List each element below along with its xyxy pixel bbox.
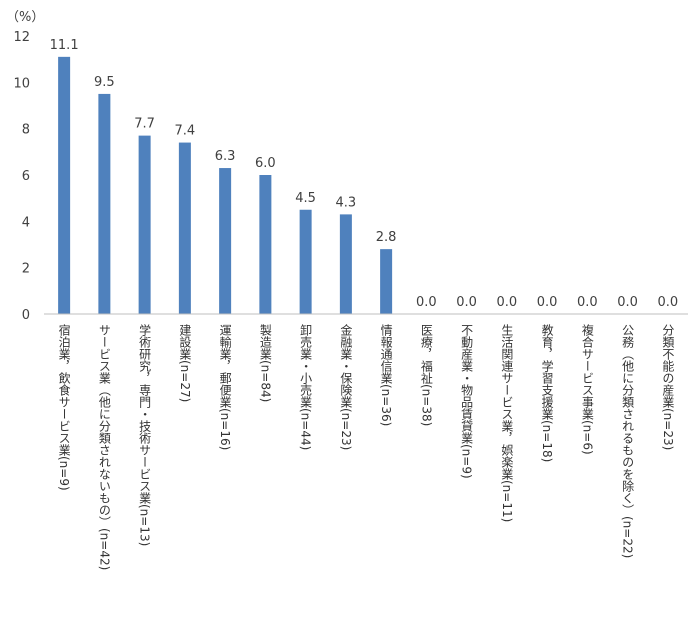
bar xyxy=(178,142,191,314)
y-tick-label: 10 xyxy=(13,76,30,91)
data-label: 6.0 xyxy=(255,156,276,171)
data-label: 4.5 xyxy=(295,191,316,206)
category-label: サービス業（他に分類されないもの）(n=42) xyxy=(97,324,112,571)
bar xyxy=(138,135,151,314)
category-label: 建設業(n=27) xyxy=(177,324,192,403)
category-label: 情報通信業(n=36) xyxy=(379,324,394,427)
bar xyxy=(380,249,393,314)
data-label: 0.0 xyxy=(456,295,477,310)
y-axis-unit-label: （%） xyxy=(6,10,45,25)
data-label: 0.0 xyxy=(497,295,518,310)
category-label: 金融業・保険業(n=23) xyxy=(338,324,353,451)
category-label: 不動産業・物品賃貸業(n=9) xyxy=(459,324,474,479)
bar xyxy=(58,56,71,314)
data-label: 0.0 xyxy=(416,295,437,310)
data-label: 7.7 xyxy=(134,117,155,132)
y-tick-label: 2 xyxy=(22,262,30,277)
bars xyxy=(58,56,393,315)
data-label: 0.0 xyxy=(537,295,558,310)
y-tick-label: 4 xyxy=(22,215,30,230)
y-tick-label: 8 xyxy=(22,123,30,138)
data-label: 9.5 xyxy=(94,75,115,90)
bar xyxy=(98,93,111,315)
data-label: 0.0 xyxy=(617,295,638,310)
data-label: 4.3 xyxy=(336,195,357,210)
y-tick-label: 0 xyxy=(22,308,30,323)
category-label: 学術研究，専門・技術サービス業(n=13) xyxy=(137,324,152,547)
category-label: 宿泊業，飲食サービス業(n=9) xyxy=(57,324,72,491)
category-label: 教育，学習支援業(n=18) xyxy=(540,324,555,463)
data-label: 7.4 xyxy=(175,124,196,139)
category-label: 公務（他に分類されるものを除く）(n=22) xyxy=(620,324,635,559)
bar xyxy=(339,214,352,314)
bar xyxy=(259,175,272,314)
category-label: 卸売業・小売業(n=44) xyxy=(298,324,313,451)
data-label: 2.8 xyxy=(376,230,397,245)
data-label: 6.3 xyxy=(215,149,236,164)
category-label: 運輸業，郵便業(n=16) xyxy=(218,324,233,451)
data-label: 0.0 xyxy=(658,295,679,310)
category-label: 生活関連サービス業，娯楽業(n=11) xyxy=(499,324,514,523)
data-labels: 11.1 9.5 7.7 7.4 6.3 6.0 4.5 4.3 2.8 0.0 0.0 0.0 0.0… xyxy=(50,38,679,310)
category-label: 医療，福祉(n=38) xyxy=(419,324,434,427)
data-label: 11.1 xyxy=(50,38,79,53)
category-label: 製造業(n=84) xyxy=(258,324,273,403)
bar xyxy=(299,209,312,314)
y-tick-label: 12 xyxy=(13,30,30,45)
y-axis-ticks: 0 2 4 6 8 10 12 xyxy=(13,30,30,323)
category-label: 分類不能の産業(n=23) xyxy=(660,324,675,451)
data-label: 0.0 xyxy=(577,295,598,310)
bar xyxy=(219,168,232,314)
category-label: 複合サービス事業(n=6) xyxy=(580,324,595,455)
y-tick-label: 6 xyxy=(22,169,30,184)
